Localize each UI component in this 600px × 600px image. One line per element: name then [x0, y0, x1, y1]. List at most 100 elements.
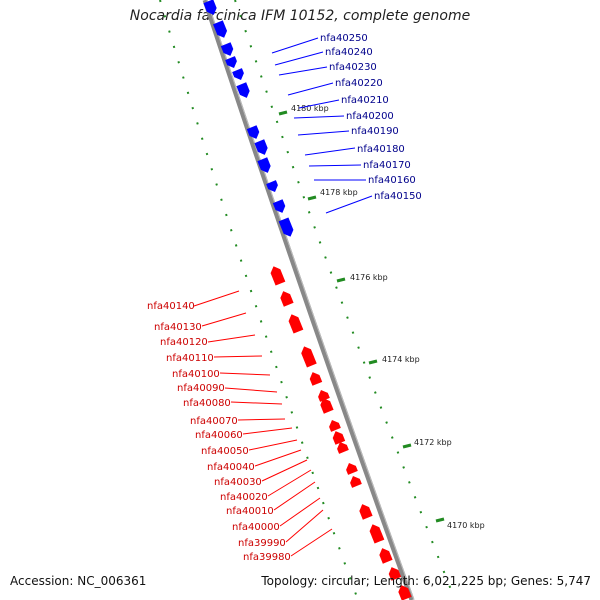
reverse-gene-label: nfa40050: [201, 446, 249, 457]
forward-gene-leader-line: [304, 147, 356, 156]
forward-gene-leader-line: [308, 164, 362, 167]
reverse-gene-arrow: [379, 548, 393, 564]
forward-gene-label: nfa40160: [368, 175, 416, 186]
reverse-gene-arrow: [350, 476, 362, 488]
reverse-gene-label: nfa40120: [160, 337, 208, 348]
forward-gene-leader-line: [325, 195, 373, 214]
reverse-gene-arrow: [369, 524, 385, 544]
scale-tick-label: 4170 kbp: [447, 521, 485, 530]
reverse-gene-leader-line: [279, 497, 321, 527]
reverse-gene-label: nfa39980: [243, 552, 291, 563]
scale-tick-mark: [336, 277, 346, 283]
reverse-gene-arrow: [337, 442, 349, 454]
forward-gene-leader-line: [297, 130, 350, 136]
reverse-gene-arrow: [329, 420, 341, 432]
forward-gene-arrow: [254, 139, 268, 155]
reverse-gene-label: nfa40100: [172, 369, 220, 380]
forward-gene-label: nfa40180: [357, 144, 405, 155]
reverse-gene-arrow: [301, 346, 317, 368]
forward-gene-label: nfa40210: [341, 95, 389, 106]
forward-gene-label: nfa40190: [351, 126, 399, 137]
reverse-gene-leader-line: [285, 509, 324, 543]
reverse-gene-arrow: [346, 463, 358, 475]
forward-gene-arrow: [203, 0, 217, 15]
forward-gene-arrow: [257, 157, 271, 173]
accession-text: Accession: NC_006361: [10, 574, 147, 588]
scale-tick-mark: [368, 359, 378, 365]
reverse-gene-arrow: [320, 398, 334, 414]
reverse-gene-leader-line: [213, 355, 263, 358]
forward-gene-label: nfa40230: [329, 62, 377, 73]
reverse-gene-label: nfa40080: [183, 398, 231, 409]
reverse-gene-label: nfa40130: [154, 322, 202, 333]
forward-gene-leader-line: [278, 66, 328, 76]
forward-gene-label: nfa40250: [320, 33, 368, 44]
reverse-gene-label: nfa40140: [147, 301, 195, 312]
forward-gene-arrow: [246, 125, 260, 139]
scale-tick-label: 4178 kbp: [320, 188, 358, 197]
forward-gene-arrow: [272, 199, 286, 213]
genome-backbone: [202, 0, 415, 600]
scale-tick-mark: [435, 517, 445, 523]
forward-gene-arrow: [278, 217, 294, 237]
reverse-gene-label: nfa40040: [207, 462, 255, 473]
genome-backbone-highlight: [206, 0, 415, 600]
scale-tick-label: 4172 kbp: [414, 438, 452, 447]
reverse-gene-leader-line: [248, 439, 298, 451]
forward-gene-leader-line: [293, 115, 345, 119]
reverse-gene-leader-line: [254, 449, 302, 467]
reverse-gene-leader-line: [267, 469, 312, 497]
scale-tick-label: 4176 kbp: [350, 273, 388, 282]
forward-gene-label: nfa40200: [346, 111, 394, 122]
reverse-gene-label: nfa39990: [238, 538, 286, 549]
reverse-gene-arrow: [288, 314, 304, 334]
reverse-gene-arrow: [388, 567, 402, 581]
scale-tick-mark: [307, 195, 317, 201]
reverse-gene-leader-line: [201, 312, 247, 327]
reverse-gene-leader-line: [242, 427, 293, 435]
forward-gene-label: nfa40170: [363, 160, 411, 171]
reverse-gene-leader-line: [237, 418, 286, 421]
reverse-gene-arrow: [332, 431, 346, 445]
reverse-gene-label: nfa40020: [220, 492, 268, 503]
reverse-gene-leader-line: [219, 372, 271, 376]
forward-gene-arrow: [236, 82, 250, 98]
forward-gene-leader-line: [274, 51, 324, 66]
forward-gene-arrow: [225, 56, 237, 68]
forward-gene-arrow: [213, 20, 228, 38]
scale-tick-label: 4180 kbp: [291, 104, 329, 113]
reverse-gene-arrow: [359, 504, 373, 520]
reverse-gene-leader-line: [261, 459, 308, 482]
reverse-gene-leader-line: [290, 528, 333, 557]
reverse-gene-leader-line: [193, 290, 240, 307]
forward-gene-leader-line: [298, 99, 340, 109]
forward-gene-label: nfa40150: [374, 191, 422, 202]
forward-gene-label: nfa40220: [335, 78, 383, 89]
reverse-gene-label: nfa40030: [214, 477, 262, 488]
scale-tick-mark: [278, 110, 288, 116]
forward-gene-arrow: [266, 180, 278, 192]
reverse-gene-leader-line: [230, 401, 283, 405]
scale-tick-mark: [402, 443, 412, 449]
reverse-gene-label: nfa40000: [232, 522, 280, 533]
forward-gene-leader-line: [271, 37, 319, 54]
reverse-gene-leader-line: [207, 334, 256, 343]
scale-tick-label: 4174 kbp: [382, 355, 420, 364]
reverse-gene-label: nfa40110: [166, 353, 214, 364]
genome-summary-text: Topology: circular; Length: 6,021,225 bp…: [261, 574, 591, 588]
forward-gene-label: nfa40240: [325, 47, 373, 58]
reverse-gene-label: nfa40070: [190, 416, 238, 427]
reverse-gene-leader-line: [273, 481, 316, 511]
reverse-gene-leader-line: [224, 387, 278, 393]
reverse-gene-arrow: [398, 585, 412, 600]
reverse-gene-label: nfa40010: [226, 506, 274, 517]
forward-gene-leader-line: [287, 82, 334, 96]
reverse-gene-label: nfa40060: [195, 430, 243, 441]
reverse-gene-arrow: [270, 266, 286, 286]
reverse-gene-arrow: [309, 372, 323, 386]
forward-gene-arrow: [232, 68, 244, 80]
reverse-gene-label: nfa40090: [177, 383, 225, 394]
reverse-gene-arrow: [280, 291, 294, 307]
